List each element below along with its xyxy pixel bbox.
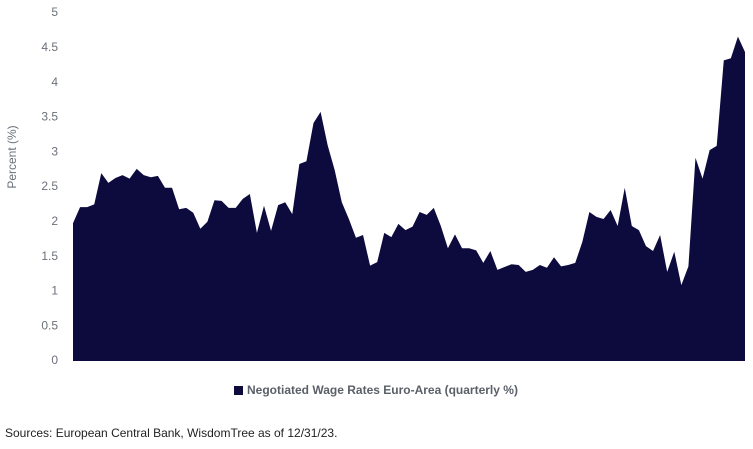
y-tick-label: 0.5 — [41, 318, 58, 332]
y-axis-title: Percent (%) — [5, 125, 19, 188]
source-note: Sources: European Central Bank, WisdomTr… — [5, 426, 337, 440]
y-tick-label: 0 — [51, 353, 58, 367]
y-tick-label: 1 — [51, 284, 58, 298]
y-tick-label: 3.5 — [41, 110, 58, 124]
y-tick-label: 2 — [51, 214, 58, 228]
area — [73, 36, 745, 361]
y-tick-label: 2.5 — [41, 179, 58, 193]
y-tick-label: 5 — [51, 5, 58, 19]
y-tick-label: 4 — [51, 75, 58, 89]
y-tick-label: 1.5 — [41, 249, 58, 263]
y-tick-label: 3 — [51, 144, 58, 158]
y-tick-label: 4.5 — [41, 40, 58, 54]
legend-swatch — [234, 386, 243, 395]
legend-label: Negotiated Wage Rates Euro-Area (quarter… — [247, 383, 518, 397]
